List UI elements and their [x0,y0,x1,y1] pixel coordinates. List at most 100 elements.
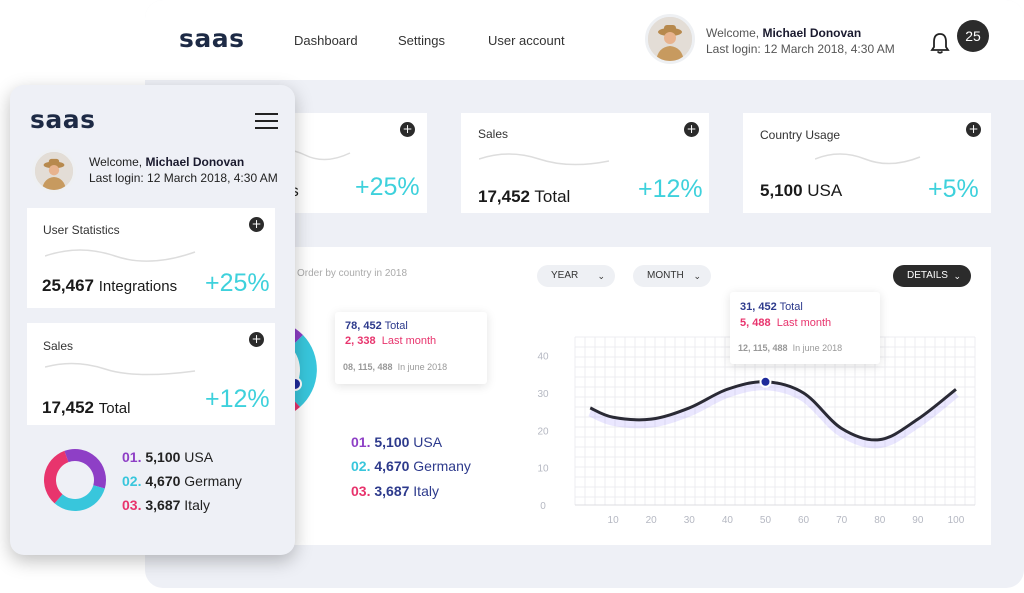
sales-value: 17,452 [478,187,530,206]
welcome-label: Welcome, [89,155,146,169]
user-name: Michael Donovan [145,155,245,169]
legend-item-italy: 03. 3,687 Italy [351,483,439,499]
x-tick-label: 50 [760,515,772,526]
sparkline-icon [45,362,196,376]
legend-rank: 02. [122,473,142,489]
user-statistics-card: User Statistics + 25,467 Integrations +2… [27,208,275,308]
legend-value: 5,100 [374,434,410,450]
nav-settings[interactable]: Settings [398,33,445,48]
tip-total-value: 31, 452 [740,301,777,313]
chevron-down-icon: ⌄ [693,271,701,281]
month-label: MONTH [647,270,684,281]
sparkline-icon [479,153,610,166]
legend-rank: 01. [122,449,142,465]
tip-last-label: Last month [776,317,832,329]
legend-country: Germany [413,458,471,474]
legend-value: 4,670 [374,458,410,474]
notification-badge[interactable]: 25 [957,20,989,52]
hamburger-menu-icon[interactable] [255,112,279,130]
x-tick-label: 40 [722,515,734,526]
legend-rank: 03. [122,497,142,513]
x-tick-label: 60 [798,515,810,526]
add-icon[interactable]: + [684,122,699,137]
legend-value: 5,100 [145,449,181,465]
nav-user-account[interactable]: User account [488,33,565,48]
mobile-sales-card: Sales + 17,452 Total +12% [27,323,275,425]
x-tick-label: 70 [836,515,848,526]
sales-title: Sales [43,339,74,353]
y-tick-label: 10 [537,464,549,475]
x-tick-label: 10 [608,515,620,526]
add-icon[interactable]: + [249,217,264,232]
legend-country: Italy [413,483,439,499]
tip-prev-value: 08, 115, 488 [343,362,393,372]
chart-subtitle: Order by country in 2018 [297,268,408,279]
stats-pct: +25% [205,269,270,297]
legend-value: 3,687 [145,497,181,513]
sparkline-icon [45,249,196,262]
chevron-down-icon: ⌄ [953,271,961,281]
sales-pct: +12% [205,385,270,413]
add-icon[interactable]: + [249,332,264,347]
tip-total-value: 78, 452 [345,320,382,332]
top-navbar: saas Dashboard Settings User account Wel… [145,0,1024,80]
brand-logo[interactable]: saas [179,24,245,53]
tip-prev-value: 12, 115, 488 [738,343,788,353]
line-tooltip: 31, 452 Total 5, 488 Last month 12, 115,… [730,292,880,364]
chevron-down-icon: ⌄ [597,271,605,281]
tip-last-value: 2, 338 [345,335,376,347]
welcome-text: Welcome, Michael Donovan Last login: 12 … [706,25,895,57]
x-tick-label: 100 [948,515,965,526]
donut-segment-italy [44,450,69,504]
legend-country: Germany [184,473,242,489]
tip-last-label: Last month [381,335,437,347]
legend-rank: 01. [351,434,371,450]
sales-title: Sales [478,127,509,141]
chart-panel: Order by country in 2018 YEAR ⌄ MONTH ⌄ DE… [265,247,991,545]
month-dropdown[interactable]: MONTH ⌄ [633,265,711,287]
country-value: 5,100 [760,181,803,200]
nav-dashboard[interactable]: Dashboard [294,33,358,48]
legend-country: USA [184,449,214,465]
y-tick-label: 30 [537,389,549,400]
y-tick-label: 0 [540,501,546,512]
country-unit: USA [807,181,843,200]
welcome-text: Welcome, Michael Donovan Last login: 12 … [89,154,278,186]
legend-value: 3,687 [374,483,410,499]
country-usage-title: Country Usage [760,128,841,142]
last-login: Last login: 12 March 2018, 4:30 AM [706,42,895,56]
tip-total-label: Total [779,301,803,313]
sales-card: Sales + 17,452 Total +12% [461,113,709,213]
highlight-point[interactable] [759,375,772,388]
avatar[interactable] [645,14,695,64]
avatar[interactable] [32,149,76,193]
year-dropdown[interactable]: YEAR ⌄ [537,265,615,287]
brand-logo[interactable]: saas [30,105,96,134]
tip-prev-label: In june 2018 [792,343,843,353]
mobile-app-preview: saas Welcome, Michael Donovan Last login… [10,85,295,555]
tip-last-value: 5, 488 [740,317,771,329]
user-name: Michael Donovan [762,26,862,40]
country-usage-card: Country Usage + 5,100 USA +5% [743,113,991,213]
year-label: YEAR [551,270,579,281]
legend-rank: 02. [351,458,371,474]
tip-prev-label: In june 2018 [397,362,448,372]
tip-total-label: Total [384,320,408,332]
sales-pct: +12% [638,175,703,203]
stats-value: 25,467 [42,276,94,295]
donut-chart [44,449,106,511]
add-icon[interactable]: + [400,122,415,137]
sales-value: 17,452 [42,398,94,417]
legend-item-germany: 02. 4,670 Germany [122,473,242,489]
integrations-pct: +25% [355,173,420,201]
bell-icon[interactable] [930,32,950,54]
details-button[interactable]: DETAILS ⌄ [893,265,971,287]
add-icon[interactable]: + [966,122,981,137]
welcome-label: Welcome, [706,26,763,40]
stats-title: User Statistics [43,223,120,237]
x-tick-label: 80 [874,515,886,526]
legend-item-italy: 03. 3,687 Italy [122,497,210,513]
x-tick-label: 20 [646,515,658,526]
details-label: DETAILS [907,270,948,281]
sparkline-icon [815,153,921,165]
